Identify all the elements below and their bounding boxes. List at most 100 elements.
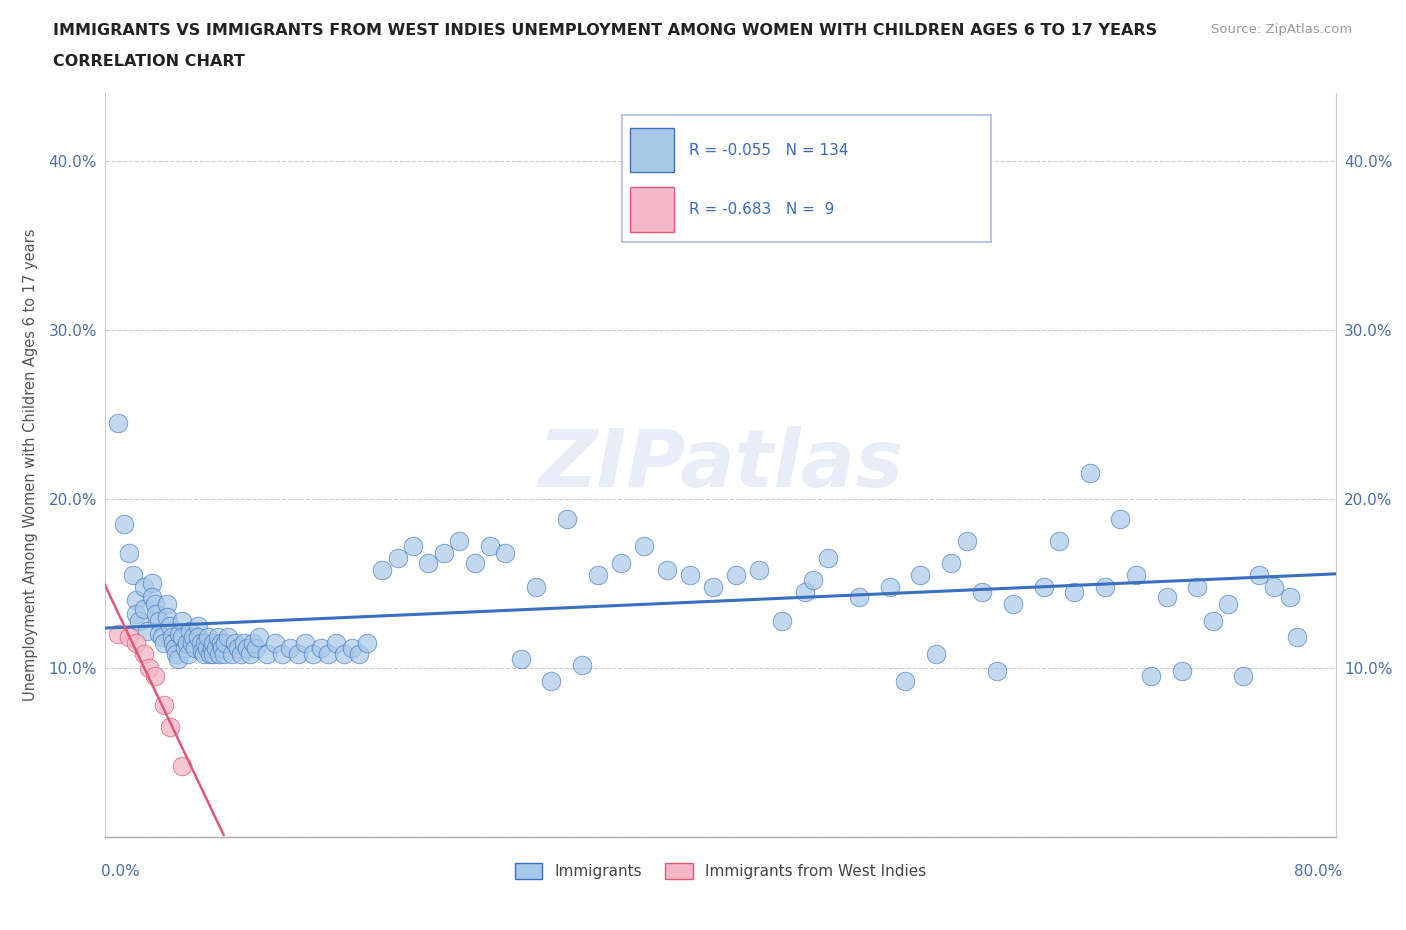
- Point: [509, 652, 531, 667]
- Point: [156, 610, 179, 625]
- Point: [271, 647, 294, 662]
- Point: [724, 567, 747, 582]
- Point: [165, 647, 187, 662]
- Point: [1001, 596, 1024, 611]
- Point: [555, 512, 578, 526]
- Point: [128, 613, 150, 628]
- Point: [247, 630, 270, 644]
- Point: [540, 674, 562, 689]
- Point: [970, 584, 993, 599]
- Y-axis label: Unemployment Among Women with Children Ages 6 to 17 years: Unemployment Among Women with Children A…: [22, 229, 38, 701]
- Point: [153, 698, 176, 712]
- Point: [187, 630, 209, 644]
- Point: [387, 551, 409, 565]
- Point: [125, 635, 148, 650]
- Point: [112, 517, 135, 532]
- Point: [371, 563, 394, 578]
- Point: [150, 630, 173, 644]
- Point: [1063, 584, 1085, 599]
- Point: [132, 602, 155, 617]
- Point: [214, 635, 236, 650]
- Point: [294, 635, 316, 650]
- Point: [449, 534, 471, 549]
- Point: [263, 635, 285, 650]
- Point: [174, 640, 197, 655]
- Point: [494, 546, 516, 561]
- Point: [1171, 664, 1194, 679]
- Point: [325, 635, 347, 650]
- Point: [679, 567, 702, 582]
- Point: [1140, 669, 1163, 684]
- Point: [309, 640, 332, 655]
- Point: [232, 635, 254, 650]
- Point: [212, 647, 235, 662]
- Point: [1078, 466, 1101, 481]
- Point: [200, 640, 222, 655]
- Point: [226, 640, 249, 655]
- Point: [156, 596, 179, 611]
- Point: [143, 596, 166, 611]
- Point: [748, 563, 770, 578]
- Point: [586, 567, 609, 582]
- Point: [941, 555, 963, 570]
- Point: [187, 618, 209, 633]
- Point: [848, 590, 870, 604]
- Point: [1247, 567, 1270, 582]
- Text: 80.0%: 80.0%: [1295, 864, 1343, 879]
- Point: [1125, 567, 1147, 582]
- Point: [418, 555, 440, 570]
- Point: [141, 590, 163, 604]
- Point: [1278, 590, 1301, 604]
- Point: [239, 647, 262, 662]
- Point: [894, 674, 917, 689]
- Point: [956, 534, 979, 549]
- Point: [145, 606, 167, 621]
- Point: [224, 635, 246, 650]
- Point: [179, 623, 201, 638]
- Point: [1032, 579, 1054, 594]
- Point: [177, 647, 200, 662]
- Point: [229, 647, 252, 662]
- Point: [180, 635, 202, 650]
- Point: [910, 567, 932, 582]
- Point: [166, 652, 188, 667]
- Point: [198, 647, 221, 662]
- Point: [153, 635, 176, 650]
- Point: [209, 635, 232, 650]
- Text: 0.0%: 0.0%: [101, 864, 141, 879]
- Point: [356, 635, 378, 650]
- Point: [817, 551, 839, 565]
- Point: [287, 647, 309, 662]
- Point: [986, 664, 1008, 679]
- Point: [218, 630, 240, 644]
- Point: [333, 647, 356, 662]
- Point: [197, 630, 219, 644]
- Point: [163, 640, 186, 655]
- Point: [132, 579, 155, 594]
- Point: [402, 538, 425, 553]
- Point: [879, 579, 901, 594]
- Point: [524, 579, 547, 594]
- Point: [1109, 512, 1132, 526]
- Point: [160, 630, 183, 644]
- Point: [1201, 613, 1223, 628]
- Point: [1263, 579, 1285, 594]
- Point: [125, 606, 148, 621]
- Point: [318, 647, 340, 662]
- Point: [207, 630, 229, 644]
- Point: [925, 647, 948, 662]
- Text: ZIPatlas: ZIPatlas: [538, 426, 903, 504]
- Point: [609, 555, 631, 570]
- Point: [159, 720, 181, 735]
- Point: [172, 613, 194, 628]
- Text: IMMIGRANTS VS IMMIGRANTS FROM WEST INDIES UNEMPLOYMENT AMONG WOMEN WITH CHILDREN: IMMIGRANTS VS IMMIGRANTS FROM WEST INDIE…: [53, 23, 1157, 38]
- Point: [1156, 590, 1178, 604]
- Point: [148, 627, 170, 642]
- Point: [122, 567, 145, 582]
- Point: [245, 640, 267, 655]
- Point: [1232, 669, 1254, 684]
- Point: [340, 640, 363, 655]
- Point: [571, 658, 593, 672]
- Point: [633, 538, 655, 553]
- Point: [770, 613, 793, 628]
